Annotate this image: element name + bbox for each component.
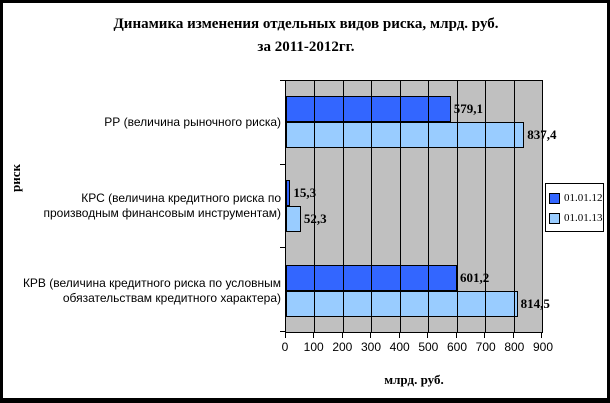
legend-swatch-icon — [549, 192, 560, 204]
gridline — [314, 81, 316, 332]
gridline — [371, 81, 373, 332]
x-tick-label: 200 — [332, 340, 353, 354]
x-tick-label: 900 — [532, 340, 554, 354]
plot-area: 579,1 837,4 15,3 52,3 601,2 814,5 — [280, 80, 556, 338]
bar-row: 837,4 — [286, 122, 556, 148]
gridline — [513, 81, 515, 332]
bar-krs-01-01-13 — [286, 206, 301, 232]
x-axis-title: млрд. руб. — [384, 372, 444, 387]
bar-value-label: 579,1 — [453, 101, 483, 116]
x-tick-mark — [512, 333, 514, 338]
category-label-rr: РР (величина рыночного риска) — [104, 114, 281, 129]
legend: 01.01.12 01.01.13 — [545, 183, 604, 232]
bar-row: 814,5 — [286, 291, 550, 317]
x-tick-mark — [341, 333, 343, 338]
gridline — [399, 81, 401, 332]
bar-rr-01-01-12 — [286, 96, 451, 122]
bar-row: 15,3 — [286, 180, 542, 206]
legend-item-01-01-12: 01.01.12 — [549, 188, 603, 208]
x-tick-mark — [541, 333, 542, 338]
x-tick-label: 700 — [475, 340, 496, 354]
x-tick-label: 0 — [281, 340, 289, 354]
legend-swatch-icon — [549, 212, 560, 224]
gridline — [456, 81, 458, 332]
legend-item-01-01-13: 01.01.13 — [549, 208, 603, 228]
gridline — [342, 81, 344, 332]
x-tick-mark — [484, 333, 486, 338]
x-tick-label: 100 — [303, 340, 324, 354]
bar-value-label: 814,5 — [520, 296, 550, 311]
x-tick-label: 300 — [360, 340, 382, 354]
gridline — [428, 81, 430, 332]
bar-value-label: 601,2 — [460, 270, 490, 285]
bar-value-label: 15,3 — [293, 185, 317, 200]
x-tick-mark — [455, 333, 457, 338]
x-axis-tick-labels: 0 100 200 300 400 500 600 700 800 900 — [281, 340, 553, 356]
chart-title-line-1: Динамика изменения отдельных видов риска… — [113, 16, 499, 32]
chart-title: Динамика изменения отдельных видов риска… — [10, 13, 602, 59]
x-tick-label: 400 — [389, 340, 410, 354]
y-tick-mark — [280, 163, 285, 165]
x-tick-mark — [285, 333, 286, 338]
y-tick-mark — [280, 247, 285, 249]
x-tick-label: 500 — [418, 340, 439, 354]
bar-krs-01-01-12 — [286, 180, 291, 206]
x-tick-label: 800 — [504, 340, 525, 354]
category-label-krs: КРС (величина кредитного риска по произв… — [43, 191, 282, 220]
bar-row: 601,2 — [286, 265, 542, 291]
x-tick-label: 600 — [446, 340, 468, 354]
bar-row: 579,1 — [286, 96, 542, 122]
bar-value-label: 837,4 — [527, 127, 557, 142]
gridline — [485, 81, 487, 332]
x-tick-mark — [313, 333, 315, 338]
category-label-krv: КРВ (величина кредитного риска по условн… — [22, 276, 281, 305]
y-tick-mark — [280, 80, 285, 81]
x-tick-mark — [370, 333, 372, 338]
bar-row: 52,3 — [286, 206, 542, 232]
bar-krv-01-01-13 — [286, 291, 518, 317]
x-tick-mark — [398, 333, 400, 338]
y-tick-mark — [280, 331, 285, 332]
bar-rr-01-01-13 — [286, 122, 525, 148]
chart-title-line-2: за 2011-2012гг. — [257, 39, 355, 55]
x-tick-mark — [427, 333, 429, 338]
